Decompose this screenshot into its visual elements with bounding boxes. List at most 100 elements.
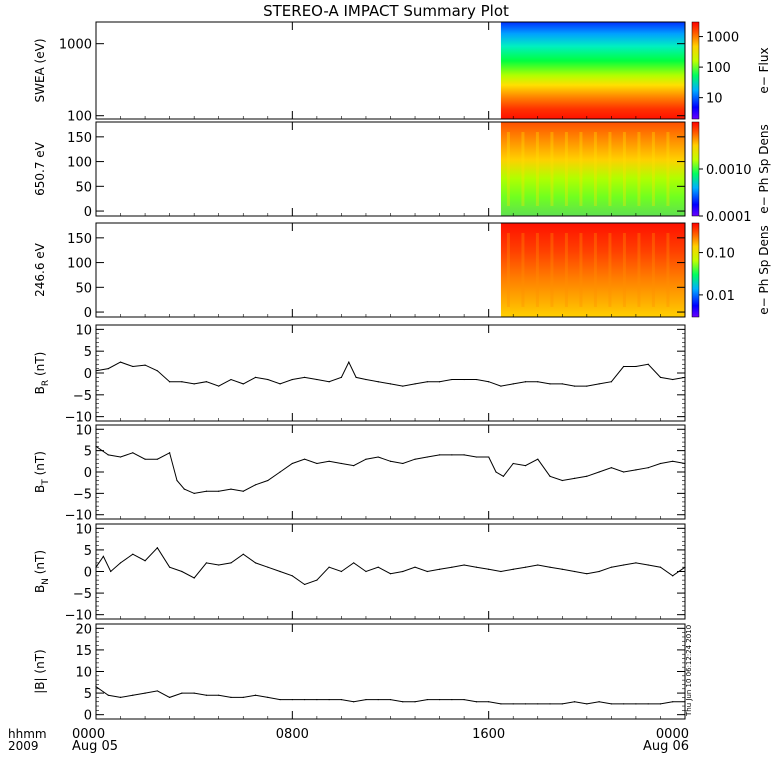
data-point	[353, 701, 355, 703]
panel-3: −10 −5 0 5 10 BR (nT)	[33, 323, 686, 426]
y-tick-label: 0	[84, 566, 92, 581]
y-tick-label: 50	[75, 281, 92, 296]
y-tick-label: −5	[73, 587, 92, 602]
data-point	[355, 376, 357, 378]
colorbar	[691, 222, 700, 318]
data-point	[156, 690, 158, 692]
data-point	[144, 560, 146, 562]
data-point	[488, 701, 490, 703]
data-point	[463, 378, 465, 381]
data-point	[623, 365, 625, 368]
data-point	[451, 378, 453, 381]
colorbar-label: e− Ph Sp Dens	[757, 124, 771, 213]
data-point	[623, 471, 625, 473]
data-point	[156, 458, 158, 460]
run-timestamp: Thu Jun 10 06:12:24 2010	[685, 625, 693, 717]
data-point	[524, 703, 527, 705]
data-point	[348, 361, 350, 363]
data-point	[463, 698, 465, 701]
series-line	[95, 546, 686, 586]
data-point	[672, 701, 674, 703]
data-point	[328, 566, 330, 568]
data-point	[107, 368, 109, 370]
data-point	[389, 383, 392, 385]
data-point	[169, 696, 171, 699]
data-point	[328, 460, 330, 462]
data-point	[586, 703, 588, 705]
data-point	[549, 475, 551, 477]
data-point	[218, 490, 220, 492]
data-point	[156, 370, 158, 372]
data-point	[524, 464, 527, 467]
data-point	[586, 573, 588, 575]
y-tick-label: 20	[75, 622, 92, 637]
y-tick-label: 100	[67, 110, 92, 125]
data-point	[107, 454, 109, 456]
y-axis-label: |B| (nT)	[33, 649, 47, 693]
heatmap-streak	[535, 233, 539, 307]
data-point	[598, 471, 600, 473]
data-point	[340, 462, 343, 465]
data-point	[132, 365, 134, 368]
data-point	[353, 562, 355, 564]
heatmap-streak	[535, 132, 539, 206]
heatmap-fill	[500, 223, 685, 317]
x-tick-label: 0000	[656, 727, 689, 742]
data-point	[512, 383, 514, 385]
data-point	[340, 570, 343, 573]
data-point	[193, 692, 195, 694]
data-point	[316, 698, 318, 701]
data-point	[328, 698, 330, 701]
heatmap-streak	[608, 233, 612, 307]
data-point	[176, 479, 178, 482]
data-point	[181, 692, 183, 694]
panel-frame	[95, 623, 686, 720]
data-point	[414, 566, 416, 568]
data-point	[110, 570, 112, 573]
heatmap-streak	[579, 233, 583, 307]
data-point	[102, 555, 104, 557]
data-point	[512, 703, 514, 705]
y-tick-label: 1000	[59, 38, 92, 53]
panel-2: 0.10 0.01 e− Ph Sp Dens 0 50 100 150 246.6 eV	[33, 222, 771, 321]
data-point	[156, 547, 158, 549]
colorbar	[691, 21, 700, 120]
data-point	[463, 564, 465, 566]
data-point	[635, 469, 637, 471]
data-point	[304, 458, 306, 460]
data-point	[254, 694, 257, 696]
heatmap-streak	[593, 132, 597, 206]
data-point	[267, 696, 269, 699]
data-point	[218, 694, 220, 696]
data-point	[488, 568, 490, 570]
data-point	[340, 698, 343, 701]
heatmap-fill	[500, 22, 685, 119]
panel-4: −10 −5 0 5 10 BT (nT)	[33, 423, 686, 524]
heatmap-streak	[550, 233, 554, 307]
data-point	[647, 703, 649, 705]
data-point	[610, 566, 612, 568]
data-point	[659, 566, 662, 568]
heatmap-streak	[506, 233, 510, 307]
series-line	[95, 445, 686, 494]
heatmap-streak	[579, 132, 583, 206]
data-point	[451, 454, 453, 456]
data-point	[183, 488, 185, 490]
data-point	[242, 696, 244, 699]
data-point	[414, 458, 416, 460]
data-point	[635, 562, 637, 564]
data-point	[193, 492, 195, 494]
data-point	[537, 703, 539, 705]
data-point	[402, 701, 404, 703]
data-point	[475, 566, 477, 568]
colorbar-tick-label: 100	[706, 61, 731, 76]
data-point	[316, 462, 318, 465]
data-point	[132, 694, 134, 696]
y-tick-label: 50	[75, 180, 92, 195]
heatmap-streak	[651, 233, 655, 307]
data-point	[672, 460, 674, 462]
panel-6: 0 5 10 15 20 |B| (nT)	[33, 622, 686, 724]
y-tick-label: 5	[84, 687, 92, 702]
data-point	[573, 477, 576, 480]
